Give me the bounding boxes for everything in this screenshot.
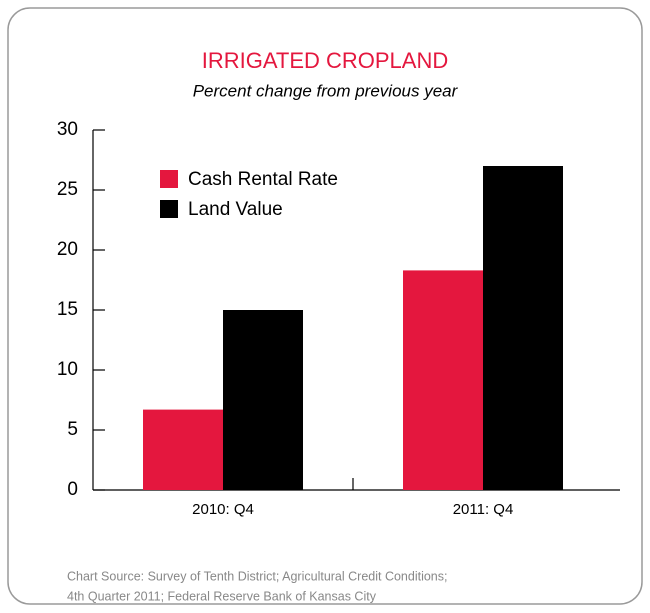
source: Chart Source: Survey of Tenth District; …	[67, 569, 448, 583]
y-tick-label: 25	[57, 179, 78, 200]
x-tick-label: 2011: Q4	[453, 501, 514, 518]
bar	[223, 310, 303, 490]
y-tick-label: 0	[67, 479, 78, 500]
legend-swatch	[160, 170, 178, 188]
y-tick-label: 20	[57, 239, 78, 260]
bar	[403, 270, 483, 490]
legend-swatch	[160, 200, 178, 218]
y-tick-label: 15	[57, 299, 78, 320]
y-tick-label: 30	[57, 119, 78, 140]
chart-subtitle: Percent change from previous year	[193, 81, 459, 100]
x-tick-label: 2010: Q4	[192, 501, 254, 518]
y-tick-label: 10	[57, 359, 78, 380]
y-tick-label: 5	[67, 419, 78, 440]
bar	[483, 166, 563, 490]
bar	[143, 409, 223, 490]
legend-label: Cash Rental Rate	[188, 169, 338, 190]
source: 4th Quarter 2011; Federal Reserve Bank o…	[67, 589, 377, 603]
legend-label: Land Value	[188, 199, 283, 220]
chart-title: IRRIGATED CROPLAND	[202, 48, 449, 73]
